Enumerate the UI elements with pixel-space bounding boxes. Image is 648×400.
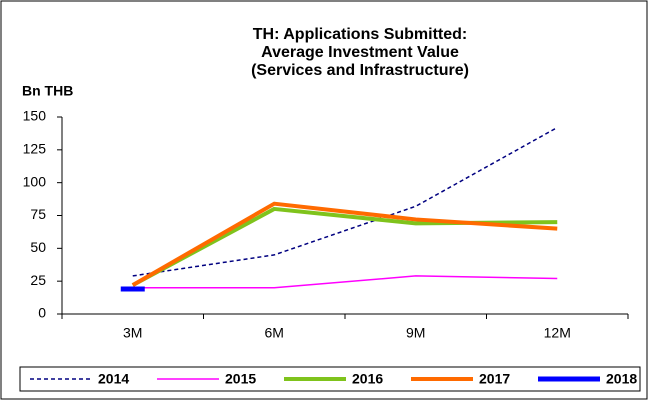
y-tick-label: 0 — [38, 305, 46, 321]
legend-label: 2014 — [98, 371, 129, 387]
y-tick-label: 25 — [30, 272, 46, 288]
series-line — [131, 201, 558, 287]
y-tick-label: 100 — [23, 173, 47, 189]
y-axis-label: Bn THB — [22, 83, 73, 99]
chart-title: (Services and Infrastructure) — [251, 62, 469, 79]
legend-label: 2017 — [479, 371, 510, 387]
y-tick-label: 150 — [23, 108, 47, 124]
x-tick-label: 9M — [406, 325, 425, 341]
y-tick-label: 125 — [23, 141, 47, 157]
chart-title: TH: Applications Submitted: — [253, 26, 468, 43]
x-tick-label: 6M — [265, 325, 284, 341]
legend-label: 2015 — [225, 371, 256, 387]
y-tick-label: 75 — [30, 206, 46, 222]
chart-title: Average Investment Value — [261, 44, 459, 61]
legend-label: 2018 — [606, 371, 637, 387]
series-line — [132, 275, 558, 289]
x-tick-label: 3M — [123, 325, 142, 341]
y-tick-label: 50 — [30, 239, 46, 255]
legend-label: 2016 — [352, 371, 383, 387]
x-tick-label: 12M — [544, 325, 571, 341]
series-line — [132, 126, 558, 277]
